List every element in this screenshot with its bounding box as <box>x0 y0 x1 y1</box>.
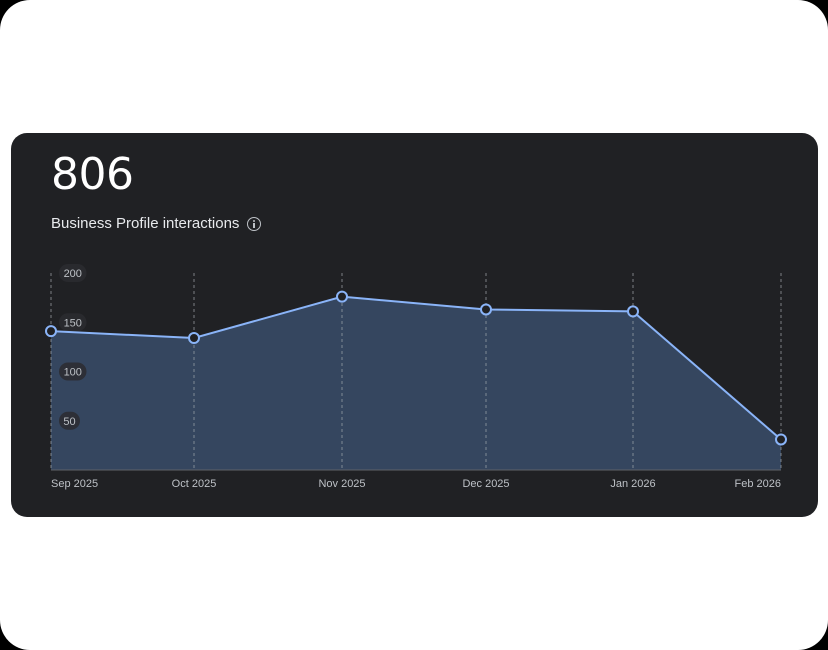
y-tick-label: 150 <box>64 317 82 329</box>
y-tick-pill-50 <box>59 411 80 430</box>
data-point-sep-2025 <box>45 325 57 338</box>
x-tick-label: Dec 2025 <box>462 478 509 490</box>
data-point-nov-2025 <box>336 290 348 303</box>
data-point-feb-2026 <box>775 433 787 446</box>
total-interactions-label: Business Profile interactions <box>51 215 240 232</box>
area-fill <box>51 296 781 470</box>
y-tick-label: 200 <box>64 268 82 280</box>
x-tick-label: Jan 2026 <box>610 478 655 490</box>
interactions-area-chart: 200 150 100 50 Sep 2025 Oct 2025 Nov 2025 Dec 2… <box>45 264 787 490</box>
y-tick-pill-200 <box>59 264 87 282</box>
data-point-dec-2025 <box>480 303 492 316</box>
total-interactions-label-row: Business Profile interactions <box>51 215 262 232</box>
y-tick-pill-150 <box>59 313 87 332</box>
data-point-oct-2025 <box>188 332 200 345</box>
data-point-jan-2026 <box>627 305 639 318</box>
y-tick-label: 100 <box>64 367 82 379</box>
interactions-card: 806 Business Profile interactions 200 150… <box>11 133 818 517</box>
x-tick-label: Nov 2025 <box>318 478 365 490</box>
info-icon[interactable] <box>247 216 262 231</box>
series-line <box>50 295 782 441</box>
x-tick-label: Oct 2025 <box>172 478 217 490</box>
total-interactions-value: 806 <box>51 149 134 200</box>
y-tick-pill-100 <box>59 362 87 381</box>
x-tick-label: Sep 2025 <box>51 478 98 490</box>
y-tick-label: 50 <box>63 416 75 428</box>
x-tick-label: Feb 2026 <box>735 478 781 490</box>
